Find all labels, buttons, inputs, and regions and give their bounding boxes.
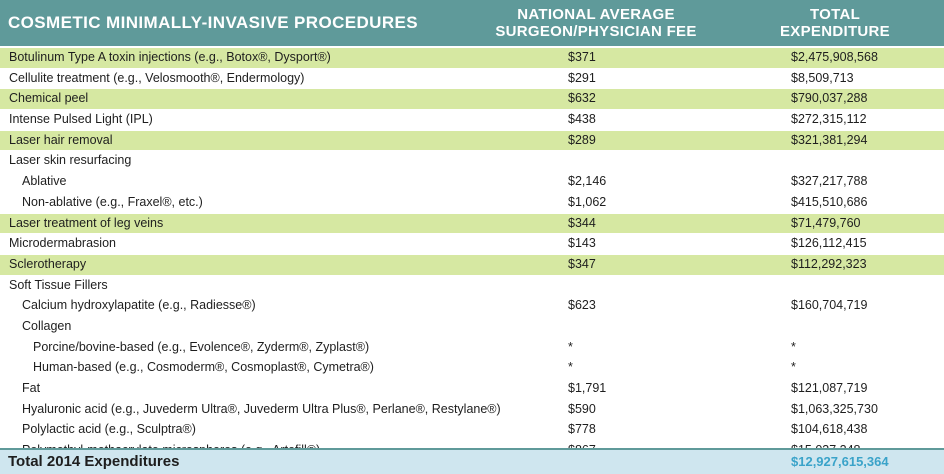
table-body: Botulinum Type A toxin injections (e.g.,… xyxy=(0,48,944,462)
procedure-name: Fat xyxy=(22,381,41,395)
total-expenditure: $121,087,719 xyxy=(791,381,868,395)
average-fee: * xyxy=(568,360,573,375)
procedure-name: Calcium hydroxylapatite (e.g., Radiesse®… xyxy=(22,298,256,313)
procedure-name: Microdermabrasion xyxy=(9,236,116,251)
procedure-name: Laser treatment of leg veins xyxy=(9,215,164,230)
total-expenditure: $8,509,713 xyxy=(791,70,854,85)
total-expenditure: $71,479,760 xyxy=(791,215,861,230)
procedure-name: Hyaluronic acid (e.g., Juvederm Ultra®, … xyxy=(22,401,501,416)
procedure-name: Soft Tissue Fillers xyxy=(9,277,108,292)
table-row: Non-ablative (e.g., Fraxel®, etc.) $1,062… xyxy=(0,193,944,214)
total-expenditure: $112,292,323 xyxy=(791,256,867,271)
procedure-name: Non-ablative (e.g., Fraxel®, etc.) xyxy=(22,194,203,209)
table-row: Intense Pulsed Light (IPL) $438 $272,315,1… xyxy=(0,110,944,131)
procedure-name: Porcine/bovine-based (e.g., Evolence®, Z… xyxy=(33,339,370,354)
total-expenditure: $126,112,415 xyxy=(791,236,867,251)
table-row: Polylactic acid (e.g., Sculptra®) $778 $10… xyxy=(0,420,944,442)
procedure-name: Laser hair removal xyxy=(9,132,113,147)
table-row: Microdermabrasion $143 $126,112,415 xyxy=(0,234,944,255)
total-label: Total 2014 Expenditures xyxy=(8,453,180,470)
average-fee: $632 xyxy=(568,91,596,106)
average-fee: * xyxy=(568,339,573,354)
table-row: Sclerotherapy $347 $112,292,323 xyxy=(0,254,944,276)
table-row: Hyaluronic acid (e.g., Juvederm Ultra®, … xyxy=(0,400,944,421)
header-exp-line1: TOTAL xyxy=(809,6,861,23)
average-fee: $289 xyxy=(568,132,596,147)
average-fee: $143 xyxy=(568,236,596,251)
average-fee: $1,062 xyxy=(568,194,607,209)
average-fee: $623 xyxy=(568,298,596,313)
table-row: Laser treatment of leg veins $344 $71,479,… xyxy=(0,213,944,235)
procedure-name: Ablative xyxy=(22,174,67,189)
table-row: Cellulite treatment (e.g., Velosmooth®, … xyxy=(0,69,944,90)
total-row: Total 2014 Expenditures $12,927,615,364 xyxy=(0,448,944,474)
table-row: Soft Tissue Fillers xyxy=(0,276,944,297)
header-procedures: COSMETIC MINIMALLY-INVASIVE PROCEDURES xyxy=(8,13,419,32)
header-average-fee: NATIONAL AVERAGE SURGEON/PHYSICIAN FEE xyxy=(476,6,716,40)
total-expenditure: $321,381,294 xyxy=(791,132,868,147)
table-row: Collagen xyxy=(0,317,944,338)
procedure-name: Chemical peel xyxy=(9,91,89,106)
procedure-name: Laser skin resurfacing xyxy=(9,153,132,168)
table-row: Laser hair removal $289 $321,381,294 xyxy=(0,130,944,152)
total-expenditure: $1,063,325,730 xyxy=(791,401,878,416)
total-value: $12,927,615,364 xyxy=(791,454,889,469)
header-fee-line1: NATIONAL AVERAGE xyxy=(517,6,675,23)
procedure-name: Collagen xyxy=(22,318,72,333)
total-expenditure: $104,618,438 xyxy=(791,422,868,437)
table-row: Human-based (e.g., Cosmoderm®, Cosmoplas… xyxy=(0,358,944,379)
table-row: Botulinum Type A toxin injections (e.g.,… xyxy=(0,48,944,69)
table-row: Porcine/bovine-based (e.g., Evolence®, Z… xyxy=(0,338,944,359)
procedure-name: Botulinum Type A toxin injections (e.g.,… xyxy=(9,50,331,64)
header-exp-line2: EXPENDITURE xyxy=(780,23,890,40)
procedure-name: Human-based (e.g., Cosmoderm®, Cosmoplas… xyxy=(33,360,374,375)
total-expenditure: $160,704,719 xyxy=(791,298,868,313)
procedure-name: Intense Pulsed Light (IPL) xyxy=(9,112,153,127)
total-expenditure: $790,037,288 xyxy=(791,91,868,106)
total-expenditure: $272,315,112 xyxy=(791,112,867,127)
average-fee: $344 xyxy=(568,215,596,230)
table-row: Laser skin resurfacing xyxy=(0,151,944,173)
table-header: COSMETIC MINIMALLY-INVASIVE PROCEDURES N… xyxy=(0,0,944,46)
total-expenditure: $2,475,908,568 xyxy=(791,50,878,64)
procedure-name: Polylactic acid (e.g., Sculptra®) xyxy=(22,422,196,437)
table-row: Fat $1,791 $121,087,719 xyxy=(0,379,944,400)
average-fee: $590 xyxy=(568,401,596,416)
procedure-name: Sclerotherapy xyxy=(9,256,87,271)
average-fee: $778 xyxy=(568,422,596,437)
average-fee: $438 xyxy=(568,112,596,127)
total-expenditure: * xyxy=(791,360,796,375)
average-fee: $291 xyxy=(568,70,596,85)
total-expenditure: $415,510,686 xyxy=(791,194,868,209)
header-fee-line2: SURGEON/PHYSICIAN FEE xyxy=(495,23,697,40)
total-expenditure: * xyxy=(791,339,796,354)
average-fee: $347 xyxy=(568,256,596,271)
average-fee: $1,791 xyxy=(568,381,607,395)
total-expenditure: $327,217,788 xyxy=(791,174,868,189)
procedure-name: Cellulite treatment (e.g., Velosmooth®, … xyxy=(9,70,305,85)
header-total-expenditure: TOTAL EXPENDITURE xyxy=(760,6,910,40)
table-row: Calcium hydroxylapatite (e.g., Radiesse®… xyxy=(0,296,944,317)
table-row: Ablative $2,146 $327,217,788 xyxy=(0,172,944,193)
table-row: Chemical peel $632 $790,037,288 xyxy=(0,89,944,111)
average-fee: $2,146 xyxy=(568,174,607,189)
average-fee: $371 xyxy=(568,50,596,64)
